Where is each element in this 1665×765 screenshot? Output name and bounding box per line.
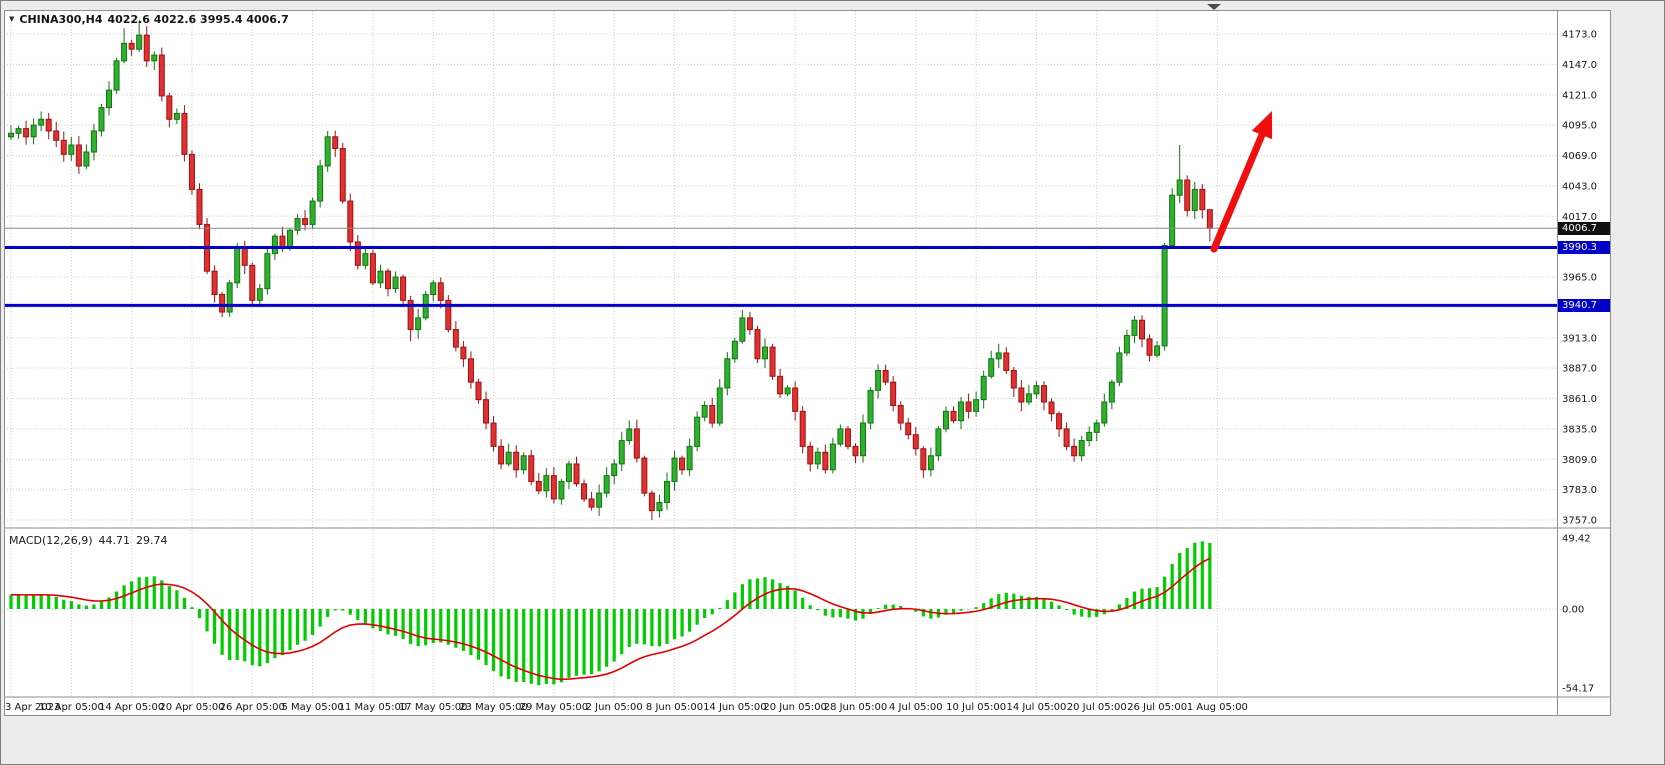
svg-text:4173.0: 4173.0	[1562, 30, 1597, 41]
trend-arrow-annotation	[1210, 111, 1273, 253]
svg-text:4147.0: 4147.0	[1562, 60, 1597, 71]
svg-text:29 May 05:00: 29 May 05:00	[520, 702, 589, 713]
symbol-timeframe: CHINA300,H4	[19, 13, 103, 26]
macd-signal-value: 29.74	[136, 534, 168, 547]
svg-text:23 May 05:00: 23 May 05:00	[459, 702, 528, 713]
svg-text:14 Jun 05:00: 14 Jun 05:00	[703, 702, 767, 713]
svg-text:14 Jul 05:00: 14 Jul 05:00	[1006, 702, 1066, 713]
svg-text:5 May 05:00: 5 May 05:00	[281, 702, 343, 713]
svg-text:4095.0: 4095.0	[1562, 121, 1597, 132]
svg-text:20 Jul 05:00: 20 Jul 05:00	[1067, 702, 1127, 713]
svg-text:3913.0: 3913.0	[1562, 333, 1597, 344]
svg-text:3 Apr 2023: 3 Apr 2023	[5, 702, 60, 713]
svg-text:10 Jul 05:00: 10 Jul 05:00	[946, 702, 1006, 713]
macd-signal-line	[10, 557, 1211, 681]
price-axis[interactable]: 4173.0 4147.0 4121.0 4095.0 4069.0 4043.0 4017…	[1562, 30, 1597, 527]
svg-text:20 Apr 05:00: 20 Apr 05:00	[159, 702, 224, 713]
svg-text:3783.0: 3783.0	[1562, 485, 1597, 496]
chart-shift-marker-icon[interactable]	[1207, 4, 1221, 10]
svg-text:26 Jul 05:00: 26 Jul 05:00	[1127, 702, 1187, 713]
gridlines	[4, 11, 1557, 696]
svg-text:20 Jun 05:00: 20 Jun 05:00	[763, 702, 827, 713]
svg-text:26 Apr 05:00: 26 Apr 05:00	[220, 702, 285, 713]
svg-text:49.42: 49.42	[1562, 534, 1591, 545]
svg-text:0.00: 0.00	[1562, 605, 1584, 616]
svg-text:2 Jun 05:00: 2 Jun 05:00	[586, 702, 643, 713]
svg-text:3861.0: 3861.0	[1562, 394, 1597, 405]
macd-axis-labels: 49.42 0.00 -54.17	[1562, 534, 1594, 695]
svg-text:10 Apr 05:00: 10 Apr 05:00	[39, 702, 104, 713]
svg-text:28 Jun 05:00: 28 Jun 05:00	[824, 702, 888, 713]
current-price-tag: 4006.7	[1558, 221, 1610, 235]
macd-name: MACD(12,26,9)	[9, 534, 93, 547]
candlesticks	[8, 19, 1213, 520]
svg-text:1 Aug 05:00: 1 Aug 05:00	[1187, 702, 1248, 713]
svg-text:4017.0: 4017.0	[1562, 212, 1597, 223]
svg-text:3757.0: 3757.0	[1562, 516, 1597, 527]
hline-price-tag-lower: 3940.7	[1558, 298, 1610, 312]
svg-text:4069.0: 4069.0	[1562, 151, 1597, 162]
price-lines	[4, 227, 1557, 307]
svg-text:-54.17: -54.17	[1562, 684, 1594, 695]
svg-text:8 Jun 05:00: 8 Jun 05:00	[646, 702, 703, 713]
svg-text:11 May 05:00: 11 May 05:00	[339, 702, 408, 713]
symbol-ohlc-values: 4022.6 4022.6 3995.4 4006.7	[107, 13, 289, 26]
svg-text:4043.0: 4043.0	[1562, 181, 1597, 192]
svg-text:14 Apr 05:00: 14 Apr 05:00	[99, 702, 164, 713]
svg-text:4 Jul 05:00: 4 Jul 05:00	[889, 702, 943, 713]
macd-main-value: 44.71	[98, 534, 131, 547]
svg-text:3809.0: 3809.0	[1562, 455, 1597, 466]
symbol-ohlc-label: ▼ CHINA300,H4 4022.6 4022.6 3995.4 4006.…	[9, 13, 289, 26]
chart-dropdown-icon[interactable]: ▼	[9, 14, 15, 23]
svg-text:3965.0: 3965.0	[1562, 273, 1597, 284]
svg-text:17 May 05:00: 17 May 05:00	[399, 702, 468, 713]
borders	[4, 10, 1611, 716]
macd-indicator-label: MACD(12,26,9) 44.71 29.74	[9, 534, 168, 547]
svg-text:4121.0: 4121.0	[1562, 90, 1597, 101]
svg-text:3887.0: 3887.0	[1562, 364, 1597, 375]
svg-text:3835.0: 3835.0	[1562, 424, 1597, 435]
hline-price-tag-upper: 3990.3	[1558, 240, 1610, 254]
